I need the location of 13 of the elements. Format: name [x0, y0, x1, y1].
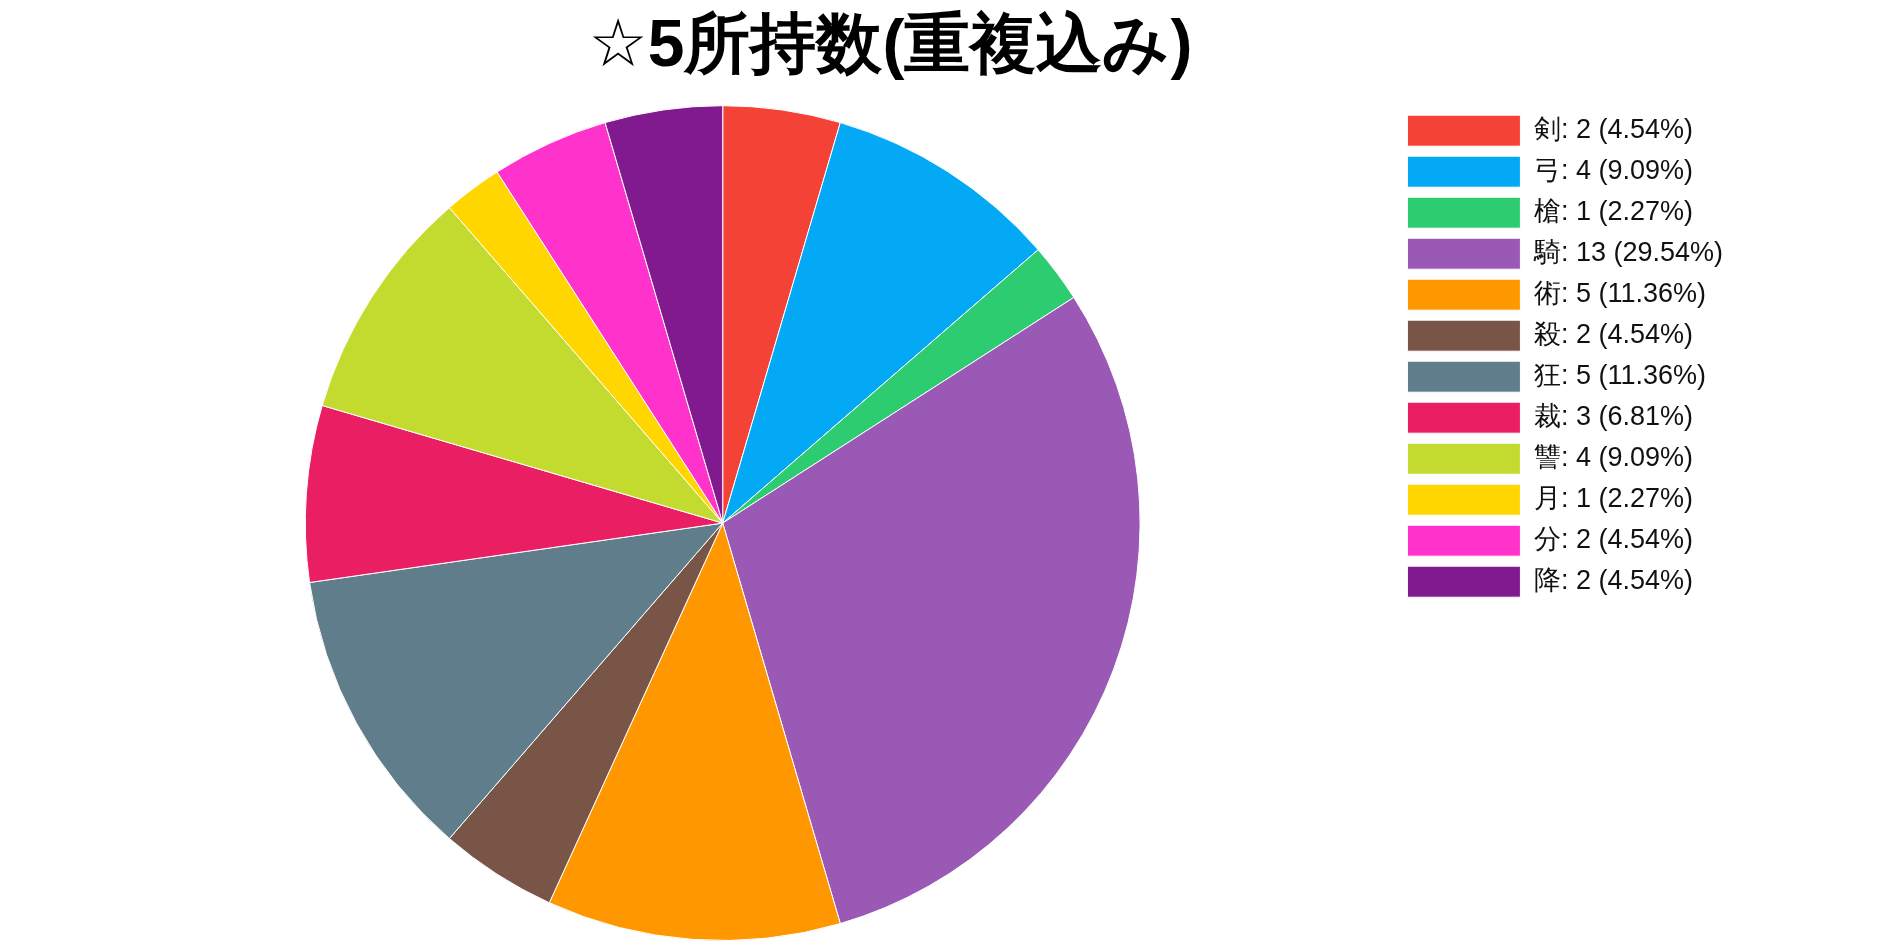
legend-label: 槍: 1 (2.27%): [1533, 196, 1693, 227]
legend-label: 狂: 5 (11.36%): [1533, 360, 1706, 391]
legend-label: 月: 1 (2.27%): [1533, 483, 1693, 514]
legend-label: 降: 2 (4.54%): [1533, 565, 1693, 596]
legend-label: 讐: 4 (9.09%): [1533, 442, 1693, 473]
legend-label: 殺: 2 (4.54%): [1533, 319, 1693, 350]
legend-label: 裁: 3 (6.81%): [1533, 401, 1693, 432]
legend-label: 剣: 2 (4.54%): [1533, 114, 1693, 145]
legend-label: 分: 2 (4.54%): [1533, 524, 1693, 555]
chart-title: ☆5所持数(重複込み): [588, 5, 1193, 80]
legend-label: 弓: 4 (9.09%): [1533, 155, 1693, 186]
legend-label: 術: 5 (11.36%): [1533, 278, 1706, 309]
legend-label: 騎: 13 (29.54%): [1532, 237, 1723, 268]
